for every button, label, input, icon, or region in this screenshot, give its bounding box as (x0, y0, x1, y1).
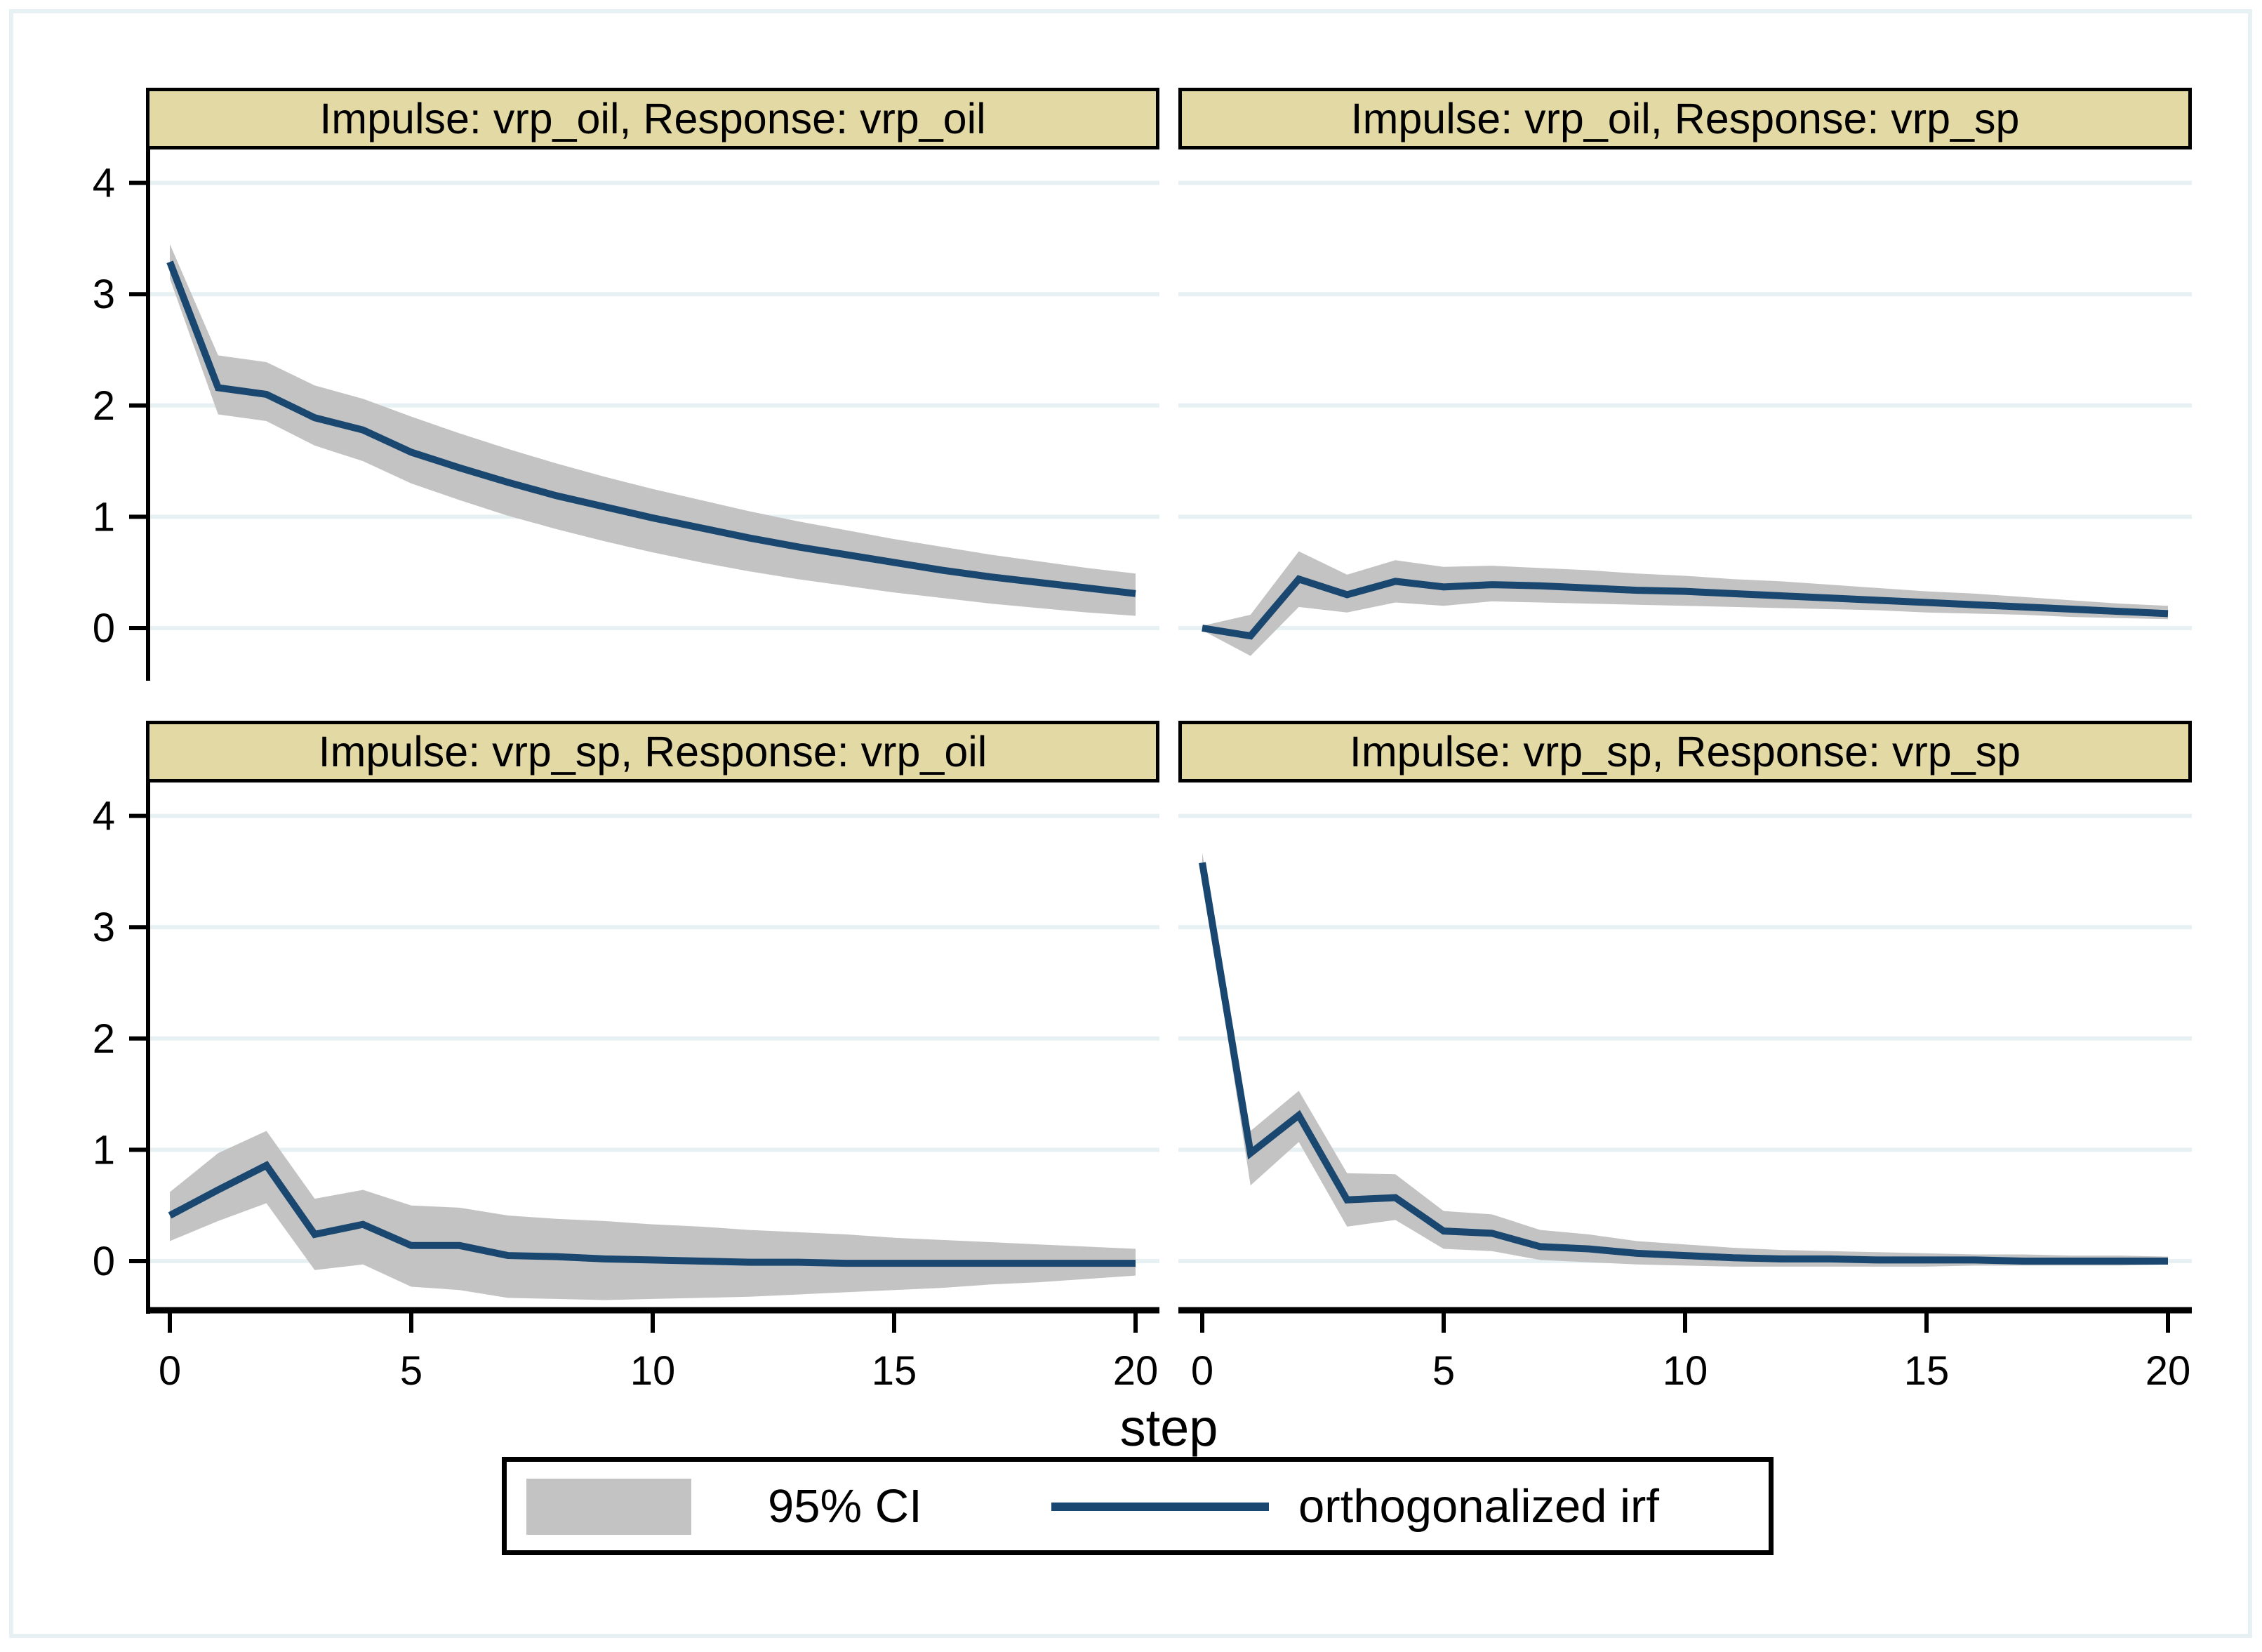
ci-swatch (526, 1479, 691, 1535)
ci-band (1202, 551, 2168, 656)
legend: 95% CI orthogonalized irf (502, 1457, 1774, 1555)
plot-oil-oil: 0 1 2 3 4 (93, 149, 1159, 681)
irf-line-swatch (1051, 1503, 1269, 1511)
x-axis-title: step (1119, 1399, 1218, 1457)
x-tick-label: 20 (2145, 1348, 2191, 1394)
y-tick-label: 2 (93, 1016, 115, 1062)
legend-label-irf: orthogonalized irf (1298, 1479, 1659, 1533)
irf-line (166, 260, 1136, 597)
ci-band (1202, 852, 2168, 1267)
irf-line (168, 1161, 1136, 1267)
x-tick-label: 10 (1663, 1348, 1708, 1394)
panel-title-oil-sp: Impulse: vrp_oil, Response: vrp_sp (1178, 88, 2192, 149)
legend-label-ci: 95% CI (768, 1479, 922, 1533)
panel-title-sp-sp: Impulse: vrp_sp, Response: vrp_sp (1178, 721, 2192, 782)
panel-title-text: Impulse: vrp_sp, Response: vrp_oil (318, 728, 987, 775)
x-tick-label: 20 (1113, 1348, 1159, 1394)
ci-band (170, 244, 1136, 616)
x-tick-label: 0 (1191, 1348, 1213, 1394)
x-tick-label: 15 (1904, 1348, 1950, 1394)
panel-sp-oil: Impulse: vrp_sp, Response: vrp_oil 0 1 2 3 4… (93, 721, 1159, 1394)
y-tick-label: 4 (93, 794, 115, 839)
panel-oil-oil: Impulse: vrp_oil, Response: vrp_oil 0 1 2 3… (93, 88, 1159, 681)
y-tick-label: 0 (93, 606, 115, 651)
panel-sp-sp: Impulse: vrp_sp, Response: vrp_sp 0 5 10 15… (1178, 721, 2192, 1394)
x-tick-label: 15 (872, 1348, 917, 1394)
y-tick-label: 2 (93, 383, 115, 429)
y-tick-label: 3 (93, 272, 115, 317)
ci-band (170, 1131, 1136, 1300)
x-tick-label: 5 (400, 1348, 423, 1394)
plot-oil-sp (1178, 180, 2192, 656)
plot-sp-oil: 0 1 2 3 4 0 5 10 15 20 (93, 782, 1159, 1394)
irf-line (1202, 575, 2169, 640)
panel-title-text: Impulse: vrp_oil, Response: vrp_oil (319, 95, 986, 142)
irf-line (1199, 862, 2168, 1265)
x-tick-label: 0 (159, 1348, 181, 1394)
panel-title-text: Impulse: vrp_sp, Response: vrp_sp (1349, 728, 2021, 775)
panel-title-text: Impulse: vrp_oil, Response: vrp_sp (1350, 95, 2020, 142)
y-tick-label: 4 (93, 161, 115, 206)
y-tick-label: 0 (93, 1239, 115, 1284)
y-tick-label: 1 (93, 1127, 115, 1173)
panel-title-sp-oil: Impulse: vrp_sp, Response: vrp_oil (146, 721, 1159, 782)
panel-title-oil-oil: Impulse: vrp_oil, Response: vrp_oil (146, 88, 1159, 149)
y-tick-label: 1 (93, 494, 115, 540)
x-tick-label: 10 (630, 1348, 676, 1394)
panel-oil-sp: Impulse: vrp_oil, Response: vrp_sp (1178, 88, 2192, 681)
plot-sp-sp: 0 5 10 15 20 (1178, 813, 2192, 1394)
x-tick-label: 5 (1432, 1348, 1455, 1394)
y-tick-label: 3 (93, 905, 115, 950)
